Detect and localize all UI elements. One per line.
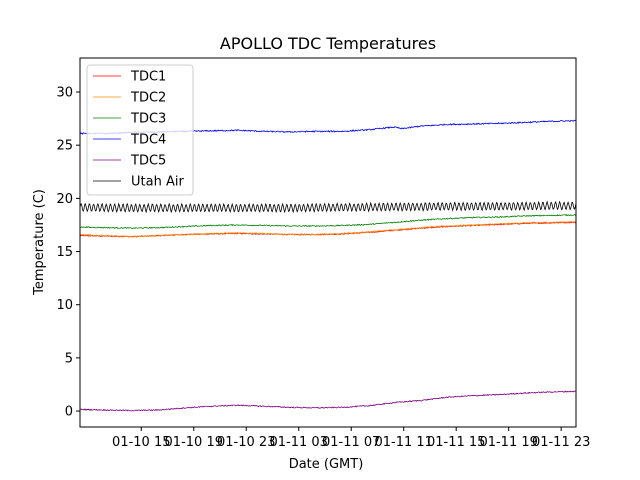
legend-label: TDC3 <box>130 112 166 127</box>
y-tick-label: 25 <box>56 139 73 154</box>
legend-label: Utah Air <box>131 175 184 190</box>
x-tick-label: 01-11 19 <box>479 435 537 450</box>
x-tick-label: 01-11 15 <box>427 435 485 450</box>
x-tick-label: 01-11 07 <box>322 435 380 450</box>
y-axis-label: Temperature (C) <box>32 189 47 296</box>
y-tick-label: 5 <box>65 351 73 366</box>
y-tick-label: 0 <box>65 405 73 420</box>
series-line-tdc5 <box>80 390 576 412</box>
x-axis-label: Date (GMT) <box>289 457 364 472</box>
x-tick-label: 01-10 19 <box>165 435 223 450</box>
series-line-tdc3 <box>80 213 576 230</box>
legend-label: TDC1 <box>130 70 166 85</box>
y-tick-label: 20 <box>56 192 73 207</box>
y-tick-label: 10 <box>56 298 73 313</box>
legend-label: TDC5 <box>130 154 166 169</box>
y-tick-label: 30 <box>56 86 73 101</box>
x-tick-label: 01-10 15 <box>112 435 170 450</box>
series-line-tdc2 <box>80 220 576 238</box>
legend-label: TDC4 <box>130 133 166 148</box>
x-tick-label: 01-10 23 <box>217 435 275 450</box>
series-line-utah-air <box>80 200 576 214</box>
legend-box <box>86 64 194 196</box>
legend: TDC1 TDC2 TDC3 TDC4 TDC5 Utah Air <box>86 64 194 196</box>
x-tick-label: 01-11 23 <box>532 435 590 450</box>
legend-label: TDC2 <box>130 91 166 106</box>
y-tick-label: 15 <box>56 245 73 260</box>
x-tick-label: 01-11 03 <box>270 435 328 450</box>
chart-title: APOLLO TDC Temperatures <box>220 34 436 53</box>
plot-frame <box>79 57 577 428</box>
x-tick-label: 01-11 11 <box>374 435 432 450</box>
